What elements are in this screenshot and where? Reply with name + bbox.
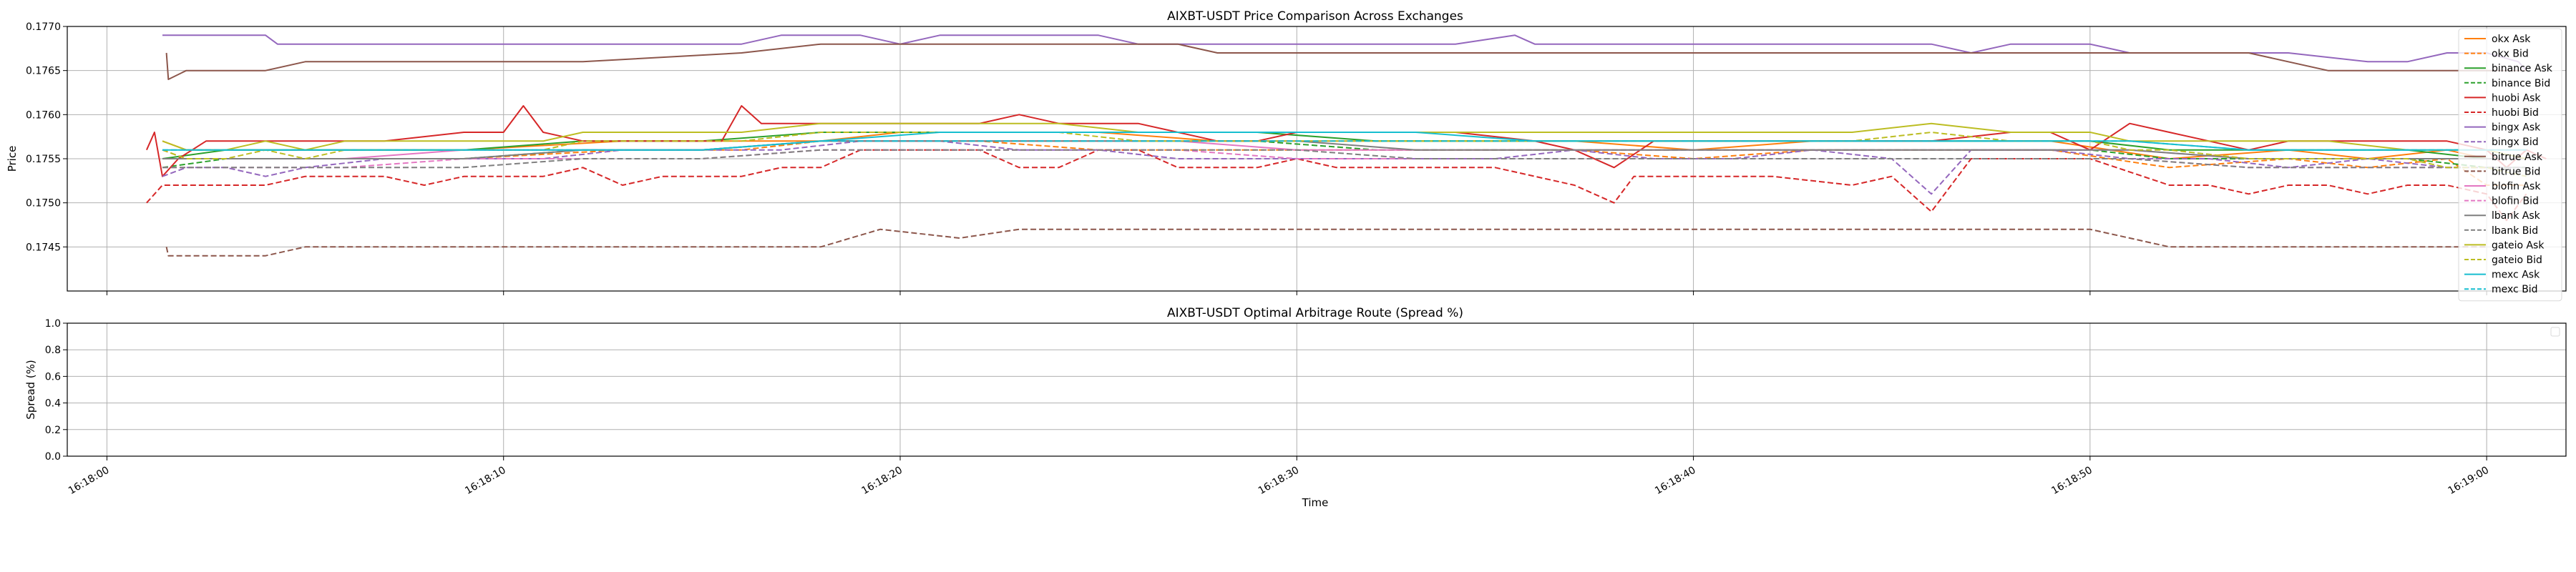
legend-label: binance Bid bbox=[2492, 78, 2550, 89]
legend-label: gateio Bid bbox=[2492, 255, 2542, 266]
spread-y-tick-label: 1.0 bbox=[45, 318, 61, 330]
price-y-tick-label: 0.1765 bbox=[26, 66, 61, 77]
legend-label: huobi Ask bbox=[2492, 92, 2541, 104]
legend-entry: bitrue Bid bbox=[2464, 166, 2540, 177]
legend-entry: lbank Ask bbox=[2464, 210, 2541, 222]
legend-label: bitrue Bid bbox=[2492, 166, 2540, 177]
legend-label: bingx Ask bbox=[2492, 122, 2541, 134]
price-y-tick-label: 0.1760 bbox=[26, 109, 61, 121]
series-line-lbank-bid bbox=[162, 149, 2527, 169]
legend-label: okx Ask bbox=[2492, 34, 2531, 45]
legend-label: bingx Bid bbox=[2492, 137, 2539, 148]
legend-entry: huobi Bid bbox=[2464, 107, 2539, 119]
price-comparison-chart: AIXBT-USDT Price Comparison Across Excha… bbox=[6, 9, 2567, 302]
legend-entry: bingx Bid bbox=[2464, 137, 2539, 148]
price-series-group bbox=[145, 34, 2547, 257]
series-line-bitrue-ask bbox=[165, 43, 2527, 80]
legend-label: binance Ask bbox=[2492, 63, 2553, 74]
legend: okx Ask okx Bid binance Ask binance Bid huob… bbox=[2458, 28, 2562, 302]
legend-label: gateio Ask bbox=[2492, 240, 2545, 251]
legend-label: blofin Ask bbox=[2492, 181, 2541, 192]
series-line-bingx-bid bbox=[162, 140, 2527, 195]
legend-entry: binance Ask bbox=[2464, 63, 2553, 74]
legend-label: mexc Ask bbox=[2492, 270, 2540, 281]
legend-entry: gateio Bid bbox=[2464, 255, 2542, 266]
spread-y-ticks: 0.0 0.2 0.4 0.6 0.8 1.0 bbox=[45, 318, 67, 463]
spread-chart-frame bbox=[67, 322, 2567, 457]
price-y-tick-label: 0.1750 bbox=[26, 198, 61, 209]
legend-entry: mexc Bid bbox=[2464, 284, 2538, 295]
legend-entry: binance Bid bbox=[2464, 78, 2550, 89]
legend-entry: blofin Ask bbox=[2464, 181, 2541, 192]
legend-label: mexc Bid bbox=[2492, 284, 2538, 295]
series-line-mexc-bid bbox=[162, 140, 2527, 151]
price-y-tick-label: 0.1755 bbox=[26, 154, 61, 165]
legend-label: lbank Ask bbox=[2492, 210, 2541, 222]
legend-entry: lbank Bid bbox=[2464, 225, 2538, 237]
price-y-tick-label: 0.1745 bbox=[26, 242, 61, 253]
price-y-tick-label: 0.1770 bbox=[26, 21, 61, 33]
legend-entry: bitrue Ask bbox=[2464, 152, 2543, 163]
time-x-axis-label: Time bbox=[1302, 496, 1329, 509]
legend-entry: bingx Ask bbox=[2464, 122, 2541, 134]
legend-entry: huobi Ask bbox=[2464, 92, 2541, 104]
spread-y-tick-label: 0.8 bbox=[45, 345, 61, 356]
spread-chart-title: AIXBT-USDT Optimal Arbitrage Route (Spre… bbox=[1167, 306, 1463, 320]
legend-label: lbank Bid bbox=[2492, 225, 2538, 237]
legend-entry: okx Ask bbox=[2464, 34, 2531, 45]
legend-label: okx Bid bbox=[2492, 49, 2529, 60]
price-y-ticks: 0.1745 0.1750 0.1755 0.1760 0.1765 0.1770 bbox=[26, 21, 67, 253]
legend-box bbox=[2458, 28, 2562, 302]
empty-legend-box bbox=[2550, 327, 2560, 337]
series-line-lbank-ask bbox=[162, 140, 2527, 159]
spread-y-tick-label: 0.0 bbox=[45, 451, 61, 463]
legend-label: blofin Bid bbox=[2492, 196, 2539, 207]
series-line-huobi-bid bbox=[146, 149, 2527, 222]
price-y-axis-label: Price bbox=[6, 146, 19, 172]
series-line-bitrue-bid bbox=[165, 228, 2487, 257]
spread-y-tick-label: 0.6 bbox=[45, 371, 61, 383]
legend-entry: gateio Ask bbox=[2464, 240, 2545, 251]
legend-entry: mexc Ask bbox=[2464, 270, 2540, 281]
price-chart-title: AIXBT-USDT Price Comparison Across Excha… bbox=[1167, 9, 1463, 24]
legend-entry: okx Bid bbox=[2464, 49, 2529, 60]
spread-y-tick-label: 0.4 bbox=[45, 398, 61, 410]
spread-y-axis-label: Spread (%) bbox=[24, 360, 37, 420]
spread-y-tick-label: 0.2 bbox=[45, 425, 61, 436]
legend-label: bitrue Ask bbox=[2492, 152, 2543, 163]
legend-label: huobi Bid bbox=[2492, 107, 2539, 119]
legend-entry: blofin Bid bbox=[2464, 196, 2539, 207]
